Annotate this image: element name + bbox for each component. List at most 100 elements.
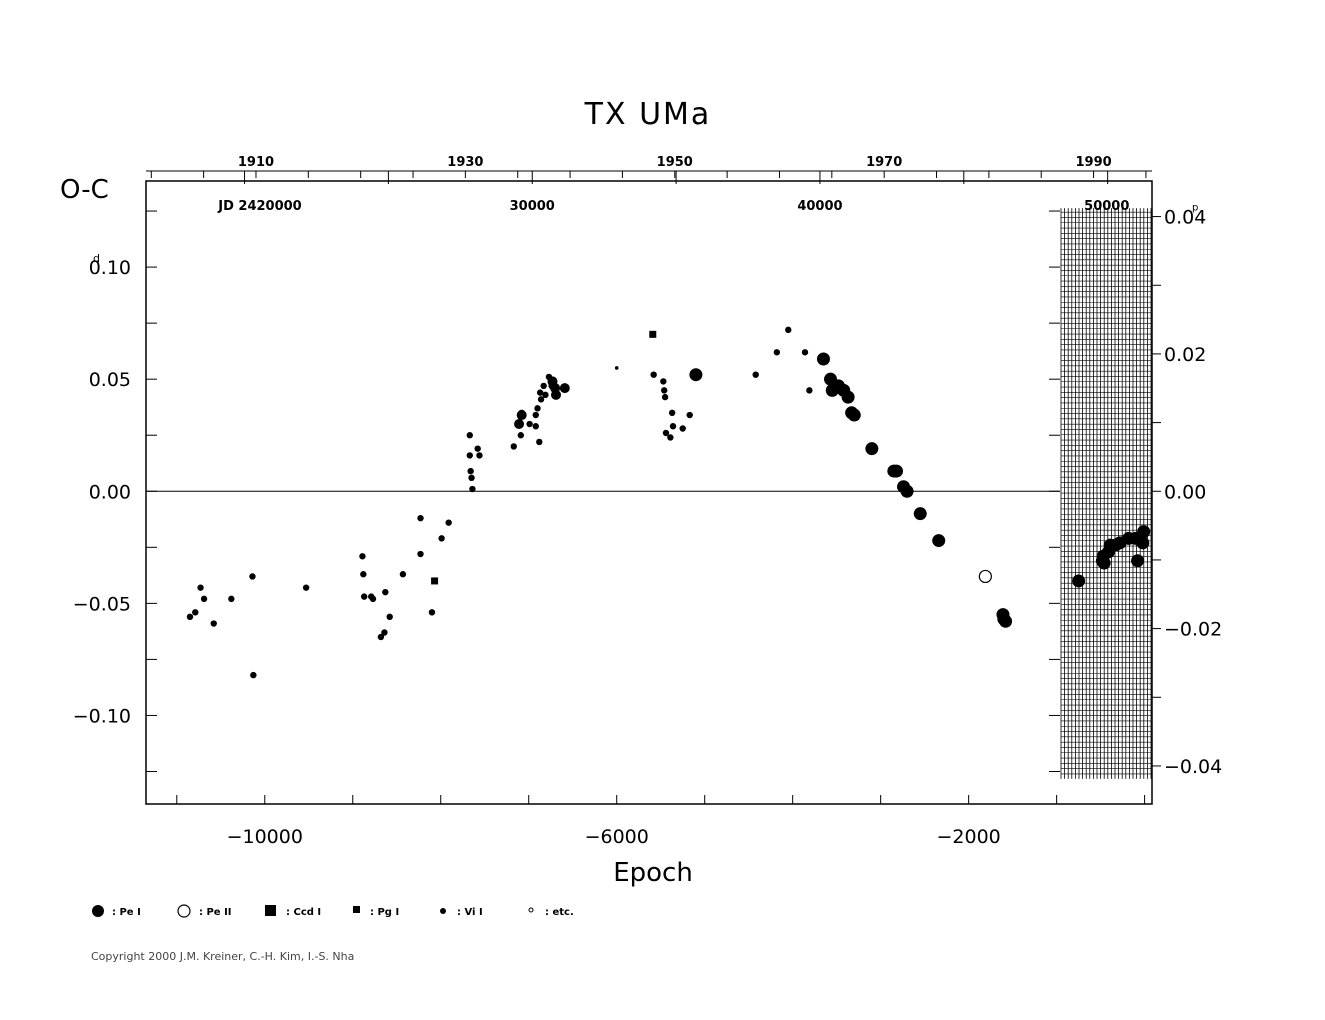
point-pe-ii (978, 569, 992, 584)
point-vi-i (542, 391, 549, 399)
point-etc (614, 366, 619, 370)
point-vi-i (417, 550, 424, 558)
point-vi-i (536, 438, 543, 446)
point-pe-i (999, 614, 1013, 628)
legend-label-pe-ii: : Pe II (199, 907, 232, 918)
point-vi-i (773, 349, 781, 356)
point-vi-i (186, 613, 194, 621)
y-tick-label: −0.10 (73, 705, 131, 727)
point-vi-i (200, 595, 208, 603)
point-vi-i (806, 387, 813, 394)
legend-marker-pe-ii (177, 904, 191, 918)
point-vi-i (228, 595, 235, 603)
point-pe-i (550, 383, 561, 394)
point-vi-i (650, 371, 657, 378)
point-pe-i (689, 368, 703, 382)
data-points (186, 326, 1151, 679)
legend-marker-pg-i (353, 906, 360, 913)
top-year-label: 1910 (238, 155, 274, 170)
point-vi-i (197, 584, 204, 591)
point-pe-i (841, 390, 855, 404)
point-vi-i (474, 445, 481, 452)
x-tick-label: −6000 (585, 826, 649, 848)
axis-ticks (146, 171, 1161, 804)
point-vi-i (445, 519, 452, 526)
point-pe-i (514, 419, 525, 430)
legend-label-etc: : etc. (545, 907, 574, 918)
y-right-unit-sup: p (1192, 203, 1198, 214)
top-jd-label: 50000 (1084, 199, 1129, 214)
point-pe-i (847, 408, 861, 422)
point-vi-i (381, 629, 388, 636)
point-vi-i (667, 434, 674, 441)
point-vi-i (302, 584, 310, 591)
point-vi-i (660, 378, 667, 385)
y-unit-sup: d (93, 252, 100, 265)
point-vi-i (536, 389, 544, 396)
chart-title: TX UMa (584, 97, 712, 132)
point-vi-i (250, 671, 257, 679)
top-year-label: 1990 (1075, 155, 1111, 170)
point-vi-i (468, 474, 475, 482)
point-pe-i (889, 464, 903, 478)
legend-label-vi-i: : Vi I (457, 907, 483, 918)
point-vi-i (801, 349, 809, 356)
y-tick-label: 0.00 (89, 481, 131, 503)
legend: : Pe I : Pe II : Ccd I : Pg I : Vi I : e… (92, 904, 574, 918)
point-vi-i (210, 620, 217, 627)
point-vi-i (517, 432, 525, 439)
point-vi-i (661, 393, 669, 401)
x-tick-label: −10000 (227, 826, 303, 848)
point-vi-i (467, 467, 474, 475)
point-vi-i (476, 452, 483, 459)
y-tick-label: −0.05 (73, 593, 131, 615)
hatched-band (1060, 208, 1152, 779)
point-vi-i (510, 443, 517, 450)
legend-marker-pe-i (92, 905, 104, 917)
top-jd-label: 30000 (510, 199, 555, 214)
point-pe-i (559, 383, 570, 394)
legend-marker-ccd-i (265, 905, 276, 916)
y-right-tick-label: 0.04 (1164, 207, 1206, 229)
legend-label-pe-i: : Pe I (112, 907, 141, 918)
point-pe-i (816, 352, 830, 366)
top-jd-prefix: JD 2420000 (217, 199, 301, 214)
point-vi-i (382, 588, 389, 596)
point-vi-i (662, 429, 670, 437)
plot-frame (145, 180, 1153, 805)
point-pe-i (932, 534, 946, 548)
point-vi-i (386, 613, 393, 621)
point-vi-i (192, 609, 199, 616)
point-pg-i (649, 330, 657, 338)
point-vi-i (359, 553, 366, 560)
point-vi-i (532, 423, 539, 430)
legend-label-ccd-i: : Ccd I (286, 907, 321, 918)
x-tick-label: −2000 (937, 826, 1001, 848)
point-vi-i (399, 571, 407, 578)
point-vi-i (469, 485, 476, 493)
y-right-tick-label: −0.04 (1164, 756, 1222, 778)
point-pe-i (900, 484, 914, 498)
point-vi-i (417, 514, 424, 522)
point-vi-i (668, 409, 676, 417)
y-right-tick-label: −0.02 (1164, 619, 1222, 641)
point-vi-i (466, 452, 473, 459)
point-vi-i (360, 593, 368, 600)
y-axis-label: O-C (60, 175, 109, 205)
top-jd-label: 40000 (797, 199, 842, 214)
legend-label-pg-i: : Pg I (370, 907, 399, 918)
point-pe-i (516, 410, 527, 421)
point-pe-i (1131, 554, 1145, 568)
top-year-label: 1970 (866, 155, 902, 170)
point-vi-i (534, 405, 541, 412)
legend-marker-etc (528, 907, 534, 913)
point-vi-i (537, 396, 545, 403)
top-year-label: 1950 (657, 155, 693, 170)
point-vi-i (249, 573, 256, 580)
point-vi-i (377, 633, 385, 641)
x-axis-label: Epoch (613, 858, 693, 888)
point-pe-i (865, 442, 879, 456)
point-vi-i (752, 371, 759, 378)
point-vi-i (785, 326, 792, 334)
copyright-note: Copyright 2000 J.M. Kreiner, C.-H. Kim, … (91, 950, 354, 963)
